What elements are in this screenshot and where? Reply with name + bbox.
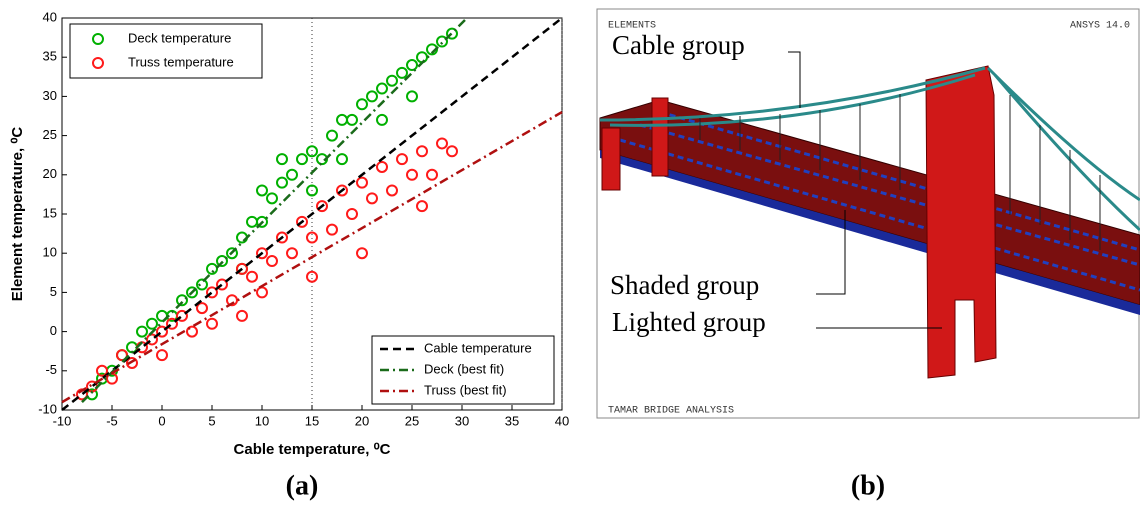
x-tick-label: 35 <box>505 413 519 428</box>
y-axis-label: Element temperature, ⁰C <box>9 127 26 302</box>
x-tick-label: 20 <box>355 413 369 428</box>
x-tick-label: -5 <box>106 413 118 428</box>
x-axis-label: Cable temperature, ⁰C <box>234 441 391 458</box>
label: Shaded group <box>610 270 759 300</box>
x-tick-label: 25 <box>405 413 419 428</box>
label: Cable group <box>612 30 745 60</box>
legend-label: Truss temperature <box>128 54 234 69</box>
y-tick-label: 0 <box>50 323 57 338</box>
caption: (a) <box>286 470 319 501</box>
label: Lighted group <box>612 307 766 337</box>
y-tick-label: 40 <box>43 9 57 24</box>
y-tick-label: 20 <box>43 166 57 181</box>
tower <box>652 98 668 176</box>
x-tick-label: 0 <box>158 413 165 428</box>
x-tick-label: 40 <box>555 413 569 428</box>
x-tick-label: 15 <box>305 413 319 428</box>
y-tick-label: 35 <box>43 49 57 64</box>
y-tick-label: 30 <box>43 88 57 103</box>
header-right: ANSYS 14.0 <box>1070 21 1130 32</box>
y-tick-label: 15 <box>43 205 57 220</box>
bridge-model: ELEMENTS ANSYS 14.0 Cable group Shaded g… <box>597 9 1140 418</box>
y-tick-label: 5 <box>50 284 57 299</box>
x-tick-label: 10 <box>255 413 269 428</box>
caption: (b) <box>851 470 885 501</box>
y-tick-label: 25 <box>43 127 57 142</box>
legend-label: Truss (best fit) <box>424 382 507 397</box>
legend-label: Deck temperature <box>128 30 231 45</box>
y-tick-label: -10 <box>38 401 57 416</box>
y-tick-label: 10 <box>43 245 57 260</box>
y-tick-label: -5 <box>45 362 57 377</box>
tower <box>602 128 620 190</box>
x-tick-label: 5 <box>208 413 215 428</box>
x-tick-label: 30 <box>455 413 469 428</box>
legend-label: Cable temperature <box>424 340 532 355</box>
footer: TAMAR BRIDGE ANALYSIS <box>608 406 734 417</box>
legend-label: Deck (best fit) <box>424 361 504 376</box>
figure: Cable temperature, ⁰C Element temperatur… <box>0 0 1140 507</box>
